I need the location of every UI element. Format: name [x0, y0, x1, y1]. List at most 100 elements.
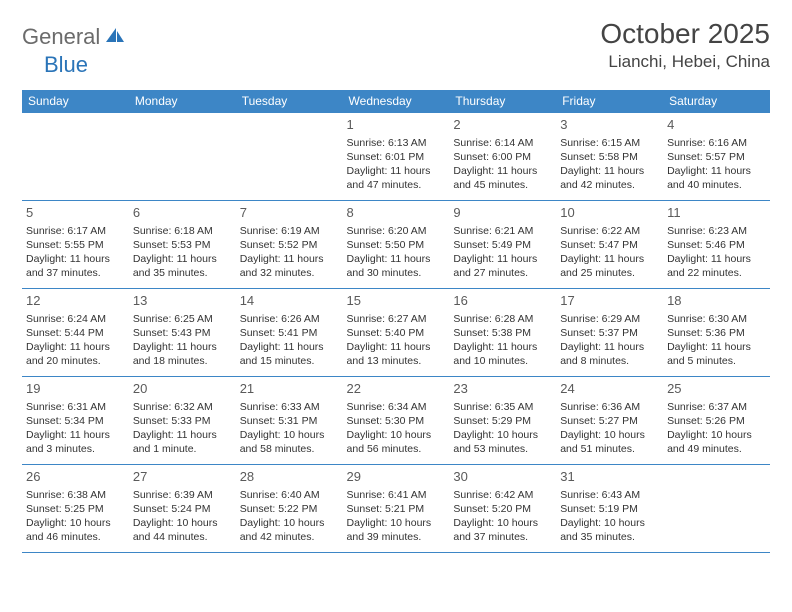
calendar-table: SundayMondayTuesdayWednesdayThursdayFrid…: [22, 90, 770, 553]
day-number: 29: [347, 468, 446, 486]
day-info: Sunrise: 6:13 AMSunset: 6:01 PMDaylight:…: [347, 136, 446, 193]
calendar-row: 26 Sunrise: 6:38 AMSunset: 5:25 PMDayligh…: [22, 465, 770, 553]
day-number: 6: [133, 204, 232, 222]
calendar-cell: 19 Sunrise: 6:31 AMSunset: 5:34 PMDayligh…: [22, 377, 129, 465]
calendar-cell: 22 Sunrise: 6:34 AMSunset: 5:30 PMDayligh…: [343, 377, 450, 465]
day-number: 11: [667, 204, 766, 222]
day-info: Sunrise: 6:38 AMSunset: 5:25 PMDaylight:…: [26, 488, 125, 545]
calendar-cell: 25 Sunrise: 6:37 AMSunset: 5:26 PMDayligh…: [663, 377, 770, 465]
calendar-cell: 23 Sunrise: 6:35 AMSunset: 5:29 PMDayligh…: [449, 377, 556, 465]
day-number: 16: [453, 292, 552, 310]
calendar-cell: 20Sunrise: 6:32 AMSunset: 5:33 PMDayligh…: [129, 377, 236, 465]
day-info: Sunrise: 6:20 AMSunset: 5:50 PMDaylight:…: [347, 224, 446, 281]
calendar-row: 19 Sunrise: 6:31 AMSunset: 5:34 PMDayligh…: [22, 377, 770, 465]
calendar-cell: 27Sunrise: 6:39 AMSunset: 5:24 PMDayligh…: [129, 465, 236, 553]
day-number: 2: [453, 116, 552, 134]
calendar-cell: 13 Sunrise: 6:25 AMSunset: 5:43 PMDayligh…: [129, 289, 236, 377]
calendar-cell: 24Sunrise: 6:36 AMSunset: 5:27 PMDayligh…: [556, 377, 663, 465]
day-info: Sunrise: 6:31 AMSunset: 5:34 PMDaylight:…: [26, 400, 125, 457]
day-info: Sunrise: 6:43 AMSunset: 5:19 PMDaylight:…: [560, 488, 659, 545]
day-info: Sunrise: 6:22 AMSunset: 5:47 PMDaylight:…: [560, 224, 659, 281]
day-number: 9: [453, 204, 552, 222]
day-number: 3: [560, 116, 659, 134]
weekday-header: Wednesday: [343, 90, 450, 113]
calendar-cell: 29Sunrise: 6:41 AMSunset: 5:21 PMDayligh…: [343, 465, 450, 553]
day-number: 26: [26, 468, 125, 486]
day-info: Sunrise: 6:40 AMSunset: 5:22 PMDaylight:…: [240, 488, 339, 545]
weekday-header: Monday: [129, 90, 236, 113]
day-number: 23: [453, 380, 552, 398]
calendar-cell: 9 Sunrise: 6:21 AMSunset: 5:49 PMDaylight…: [449, 201, 556, 289]
day-number: 30: [453, 468, 552, 486]
logo: General: [22, 18, 128, 50]
day-number: 13: [133, 292, 232, 310]
day-info: Sunrise: 6:18 AMSunset: 5:53 PMDaylight:…: [133, 224, 232, 281]
day-info: Sunrise: 6:27 AMSunset: 5:40 PMDaylight:…: [347, 312, 446, 369]
calendar-cell: [236, 113, 343, 201]
day-info: Sunrise: 6:28 AMSunset: 5:38 PMDaylight:…: [453, 312, 552, 369]
day-info: Sunrise: 6:33 AMSunset: 5:31 PMDaylight:…: [240, 400, 339, 457]
calendar-cell: 26 Sunrise: 6:38 AMSunset: 5:25 PMDayligh…: [22, 465, 129, 553]
calendar-cell: 31 Sunrise: 6:43 AMSunset: 5:19 PMDayligh…: [556, 465, 663, 553]
day-info: Sunrise: 6:17 AMSunset: 5:55 PMDaylight:…: [26, 224, 125, 281]
day-info: Sunrise: 6:37 AMSunset: 5:26 PMDaylight:…: [667, 400, 766, 457]
day-info: Sunrise: 6:34 AMSunset: 5:30 PMDaylight:…: [347, 400, 446, 457]
calendar-cell: 28 Sunrise: 6:40 AMSunset: 5:22 PMDayligh…: [236, 465, 343, 553]
calendar-cell: 12 Sunrise: 6:24 AMSunset: 5:44 PMDayligh…: [22, 289, 129, 377]
calendar-cell: 8 Sunrise: 6:20 AMSunset: 5:50 PMDaylight…: [343, 201, 450, 289]
day-info: Sunrise: 6:24 AMSunset: 5:44 PMDaylight:…: [26, 312, 125, 369]
day-number: 25: [667, 380, 766, 398]
day-number: 7: [240, 204, 339, 222]
logo-text-general: General: [22, 24, 100, 50]
calendar-cell: 4Sunrise: 6:16 AMSunset: 5:57 PMDaylight…: [663, 113, 770, 201]
day-number: 19: [26, 380, 125, 398]
day-info: Sunrise: 6:42 AMSunset: 5:20 PMDaylight:…: [453, 488, 552, 545]
calendar-cell: 21 Sunrise: 6:33 AMSunset: 5:31 PMDayligh…: [236, 377, 343, 465]
calendar-cell: 5 Sunrise: 6:17 AMSunset: 5:55 PMDaylight…: [22, 201, 129, 289]
day-number: 5: [26, 204, 125, 222]
calendar-header-row: SundayMondayTuesdayWednesdayThursdayFrid…: [22, 90, 770, 113]
day-number: 14: [240, 292, 339, 310]
calendar-cell: 16 Sunrise: 6:28 AMSunset: 5:38 PMDayligh…: [449, 289, 556, 377]
day-info: Sunrise: 6:26 AMSunset: 5:41 PMDaylight:…: [240, 312, 339, 369]
day-number: 20: [133, 380, 232, 398]
calendar-cell: [129, 113, 236, 201]
weekday-header: Thursday: [449, 90, 556, 113]
title-block: October 2025 Lianchi, Hebei, China: [600, 18, 770, 72]
calendar-cell: [22, 113, 129, 201]
day-info: Sunrise: 6:21 AMSunset: 5:49 PMDaylight:…: [453, 224, 552, 281]
day-number: 28: [240, 468, 339, 486]
calendar-cell: 1 Sunrise: 6:13 AMSunset: 6:01 PMDaylight…: [343, 113, 450, 201]
calendar-body: 1 Sunrise: 6:13 AMSunset: 6:01 PMDaylight…: [22, 113, 770, 553]
logo-text-blue: Blue: [44, 52, 88, 77]
day-number: 10: [560, 204, 659, 222]
day-number: 22: [347, 380, 446, 398]
calendar-row: 1 Sunrise: 6:13 AMSunset: 6:01 PMDaylight…: [22, 113, 770, 201]
weekday-header: Sunday: [22, 90, 129, 113]
calendar-cell: 14 Sunrise: 6:26 AMSunset: 5:41 PMDayligh…: [236, 289, 343, 377]
day-number: 21: [240, 380, 339, 398]
calendar-cell: 2Sunrise: 6:14 AMSunset: 6:00 PMDaylight…: [449, 113, 556, 201]
day-number: 1: [347, 116, 446, 134]
calendar-cell: 6 Sunrise: 6:18 AMSunset: 5:53 PMDaylight…: [129, 201, 236, 289]
day-number: 18: [667, 292, 766, 310]
day-number: 31: [560, 468, 659, 486]
weekday-header: Friday: [556, 90, 663, 113]
day-number: 12: [26, 292, 125, 310]
day-info: Sunrise: 6:23 AMSunset: 5:46 PMDaylight:…: [667, 224, 766, 281]
day-info: Sunrise: 6:35 AMSunset: 5:29 PMDaylight:…: [453, 400, 552, 457]
calendar-cell: 15Sunrise: 6:27 AMSunset: 5:40 PMDayligh…: [343, 289, 450, 377]
calendar-cell: 18Sunrise: 6:30 AMSunset: 5:36 PMDayligh…: [663, 289, 770, 377]
day-number: 17: [560, 292, 659, 310]
day-number: 27: [133, 468, 232, 486]
day-number: 8: [347, 204, 446, 222]
day-number: 4: [667, 116, 766, 134]
calendar-row: 5 Sunrise: 6:17 AMSunset: 5:55 PMDaylight…: [22, 201, 770, 289]
calendar-cell: 11 Sunrise: 6:23 AMSunset: 5:46 PMDayligh…: [663, 201, 770, 289]
sail-icon: [104, 26, 126, 49]
day-info: Sunrise: 6:25 AMSunset: 5:43 PMDaylight:…: [133, 312, 232, 369]
calendar-cell: 30 Sunrise: 6:42 AMSunset: 5:20 PMDayligh…: [449, 465, 556, 553]
calendar-cell: [663, 465, 770, 553]
day-info: Sunrise: 6:19 AMSunset: 5:52 PMDaylight:…: [240, 224, 339, 281]
location-label: Lianchi, Hebei, China: [600, 52, 770, 72]
